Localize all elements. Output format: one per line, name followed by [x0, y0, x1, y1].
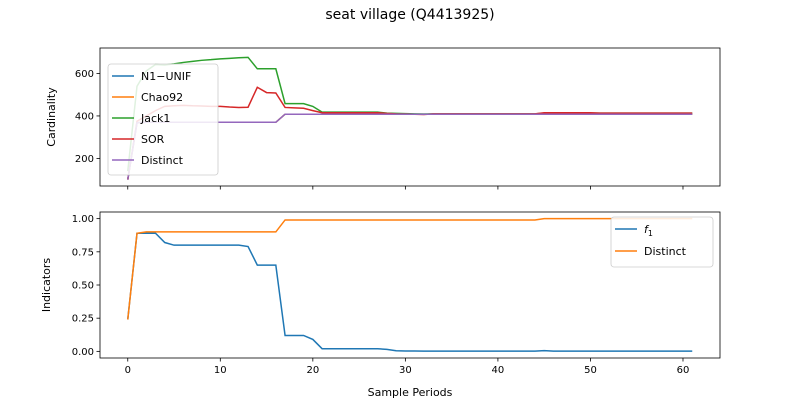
y-tick-label: 1.00 [72, 214, 94, 225]
x-tick-label: 50 [584, 365, 597, 376]
indicators-ticks: 0 10 20 30 40 50 60 0.00 0.25 0.50 0.75 1.00 [72, 214, 690, 376]
cardinality-y-axis-label: Cardinality [45, 87, 58, 147]
legend-label: N1−UNIF [141, 70, 191, 83]
x-tick-label: 20 [306, 365, 319, 376]
x-tick-label: 0 [125, 365, 131, 376]
y-tick-label: 0.25 [72, 314, 94, 325]
legend-frame [610, 216, 714, 268]
legend-frame [107, 63, 219, 176]
series-line-distinct [127, 113, 693, 180]
y-tick-label: 200 [75, 154, 94, 165]
x-tick-label: 30 [399, 365, 412, 376]
x-axis-label: Sample Periods [368, 386, 453, 399]
cardinality-plot-area [99, 47, 721, 187]
indicators-legend: f1 Distinct [610, 216, 714, 268]
legend-label: Distinct [644, 245, 687, 258]
x-tick-label: 60 [677, 365, 690, 376]
x-tick-label: 40 [492, 365, 505, 376]
series-line-distinct [127, 217, 693, 320]
cardinality-ticks: 200 400 600 [75, 69, 684, 190]
y-tick-label: 0.50 [72, 281, 94, 292]
x-tick-label: 10 [214, 365, 227, 376]
indicators-panel: 0 10 20 30 40 50 60 0.00 0.25 0.50 0.75 1.00 Indica… [40, 211, 721, 376]
series-line-f [127, 232, 693, 352]
y-tick-label: 400 [75, 111, 94, 122]
legend-label: f1 [644, 223, 653, 238]
indicators-series-group [127, 217, 693, 352]
cardinality-series-group [127, 56, 693, 180]
y-tick-label: 0.00 [72, 347, 94, 358]
legend-label: Jack1 [140, 112, 170, 125]
legend-label: Chao92 [141, 91, 183, 104]
legend-label: SOR [141, 133, 165, 146]
cardinality-panel: 200 400 600 Cardinality N1−UNIF Chao92 Jack1… [45, 47, 721, 190]
cardinality-legend: N1−UNIF Chao92 Jack1 SOR Distinct [107, 63, 219, 176]
y-tick-label: 600 [75, 69, 94, 80]
y-tick-label: 0.75 [72, 247, 94, 258]
indicators-y-axis-label: Indicators [40, 258, 53, 313]
legend-label: Distinct [141, 154, 184, 167]
figure-title: seat village (Q4413925) [325, 7, 494, 23]
